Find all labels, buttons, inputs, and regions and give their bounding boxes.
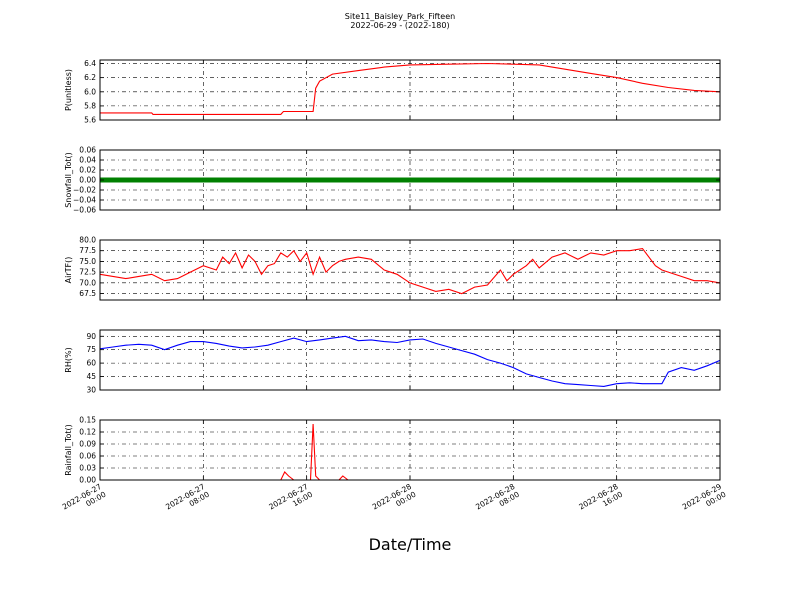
y-tick-label: 0.04 [79,156,96,165]
y-tick-label: 67.5 [79,289,96,298]
y-tick-label: 6.0 [84,87,96,96]
y-tick-label: 70.0 [79,278,96,287]
y-axis-label: P(unitless) [64,69,73,111]
y-axis-label: RH(%) [64,347,73,372]
y-tick-label: 0.00 [79,176,96,185]
y-tick-label: 0.06 [79,452,96,461]
y-tick-label: 90 [86,332,96,341]
chart-title-line2: 2022-06-29 - (2022-180) [350,21,449,30]
y-tick-label: −0.02 [73,186,96,195]
panel-1: 0.060.040.020.00−0.02−0.04−0.06Snowfall_… [64,146,721,215]
y-tick-label: 60 [86,359,96,368]
y-tick-label: 75 [86,345,96,354]
y-tick-label: 0.00 [79,476,96,485]
y-tick-label: 72.5 [79,268,96,277]
series-line [99,248,721,295]
y-tick-label: 75.0 [79,257,96,266]
y-tick-label: 0.06 [79,146,96,155]
y-tick-label: 0.09 [79,440,96,449]
y-axis-label: AirTF() [64,257,73,284]
y-tick-label: 5.8 [84,101,96,110]
series-line [100,423,720,481]
y-tick-label: −0.06 [73,206,96,215]
y-tick-label: 45 [86,372,96,381]
series-line [100,62,721,115]
series-line [99,335,721,387]
panel-2: 80.077.5 75.0 72.570.0 67.5 AirTF() [64,236,721,301]
chart-title-line1: Site11_Baisley_Park_Fifteen [345,12,455,21]
y-tick-label: 5.6 [84,116,96,125]
y-tick-label: 0.12 [79,428,96,437]
y-tick-label: −0.04 [73,196,96,205]
y-axis-label: Rainfall_Tot() [64,424,73,476]
y-tick-label: 6.2 [84,73,96,82]
y-tick-label: 0.15 [79,416,96,425]
y-tick-label: 6.4 [84,59,96,68]
y-tick-label: 77.5 [79,246,96,255]
panel-4: 0.15 0.12 0.09 0.06 0.03 0.00 Rainfall_Tot() [64,416,721,485]
y-axis-label: Snowfall_Tot() [64,152,73,208]
y-tick-label: 80.0 [79,236,96,245]
y-tick-label: 0.03 [79,464,96,473]
panel-3: 90 75 60 45 30 RH(%) [64,329,721,395]
y-tick-label: 0.02 [79,166,96,175]
x-axis-label: Date/Time [369,535,452,554]
panel-0: 6.4 6.2 6.0 5.8 5.6 P(unitless) [64,59,721,125]
y-tick-label: 30 [86,386,96,395]
panels: 6.46.26.05.85.6P(unitless)0.060.040.020.… [64,59,721,485]
